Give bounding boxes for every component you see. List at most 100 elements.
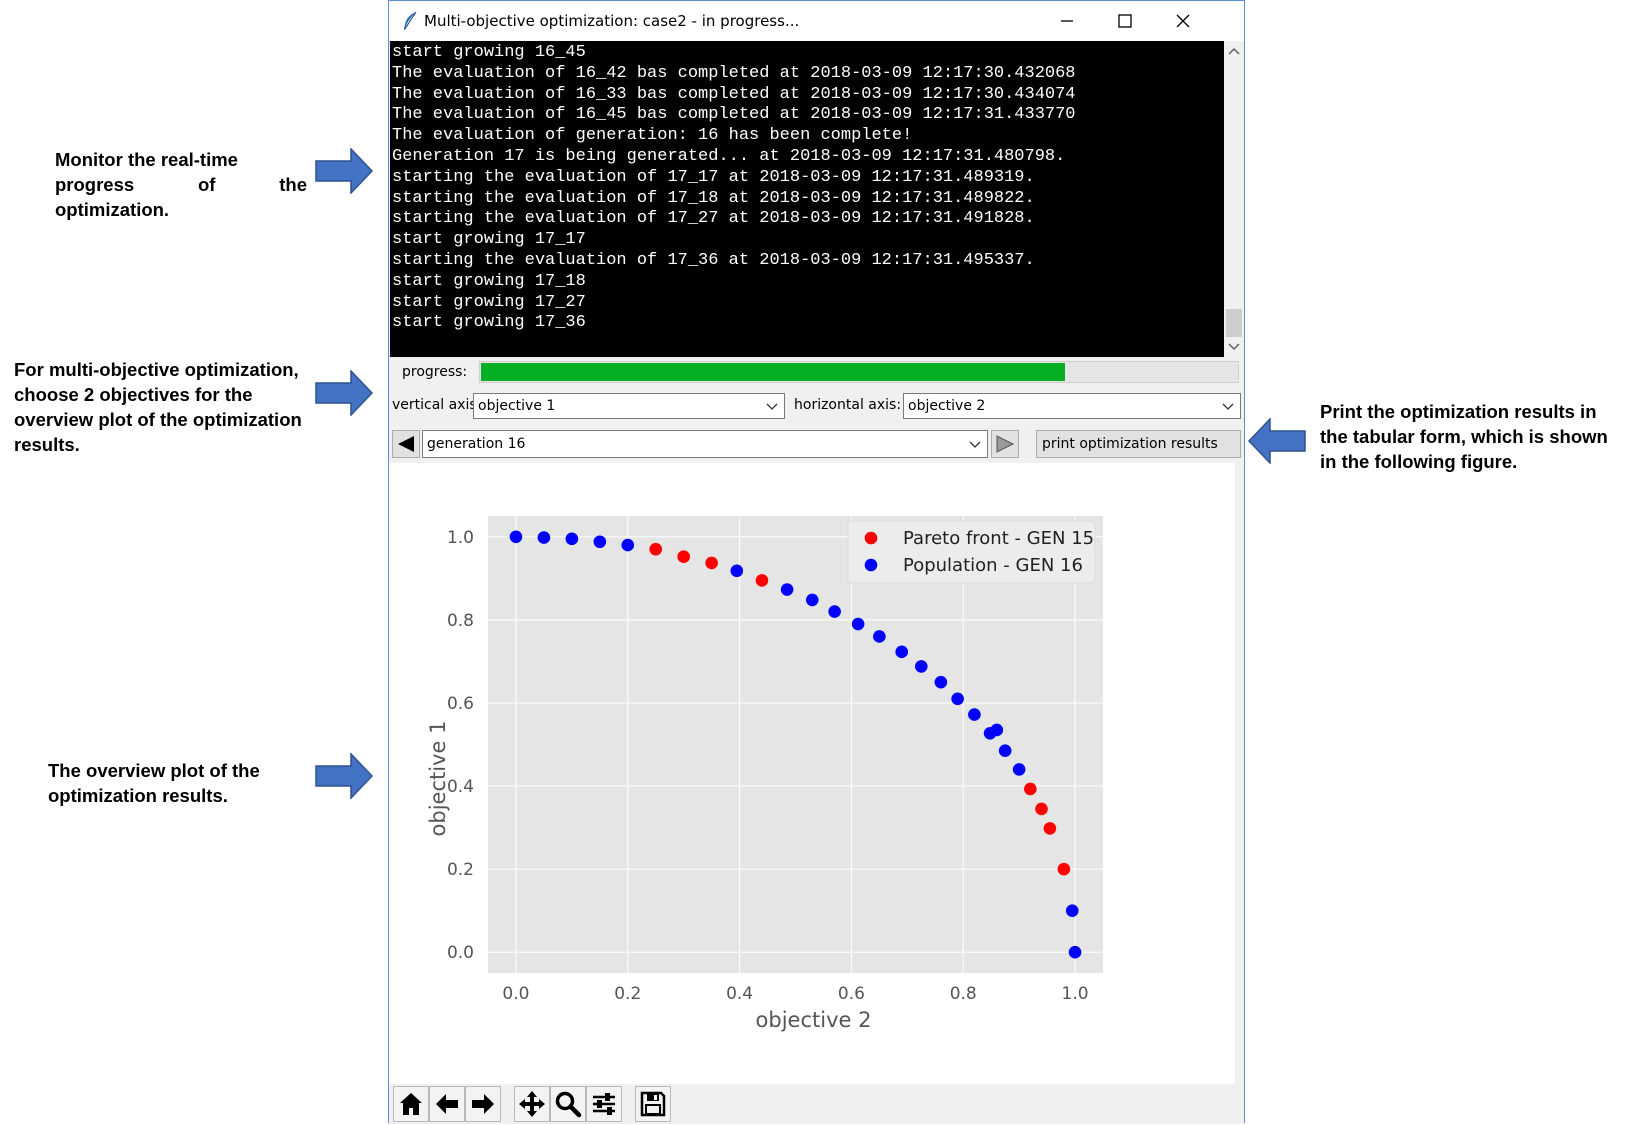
data-point	[1065, 904, 1079, 917]
home-button[interactable]	[393, 1086, 429, 1122]
x-axis-label: objective 2	[756, 1008, 872, 1032]
generation-value: generation 16	[427, 436, 526, 452]
next-icon	[996, 435, 1015, 453]
data-point	[895, 645, 909, 659]
next-generation-button[interactable]	[991, 430, 1019, 458]
window-title: Multi-objective optimization: case2 - in…	[424, 12, 800, 30]
prev-icon	[398, 436, 414, 452]
pan-icon	[519, 1091, 545, 1117]
annotation-line: choose 2 objectives for the	[14, 384, 253, 405]
progress-bar	[479, 361, 1239, 383]
console-line: The evaluation of generation: 16 has bee…	[392, 126, 913, 146]
chevron-down-icon	[766, 403, 778, 410]
vertical-axis-value: objective 1	[478, 398, 556, 414]
data-point	[1035, 802, 1048, 816]
vertical-axis-label: vertical axis:	[392, 397, 482, 413]
console-line: start growing 17_17	[392, 230, 586, 250]
horizontal-axis-select[interactable]: objective 2	[903, 393, 1241, 419]
data-point	[705, 556, 718, 570]
data-point	[1057, 862, 1071, 876]
arrow-right-icon	[315, 753, 373, 799]
zoom-icon	[555, 1091, 582, 1118]
minimize-button[interactable]	[1044, 7, 1090, 35]
console-line: starting the evaluation of 17_36 at 2018…	[392, 250, 1035, 270]
console-scrollbar[interactable]	[1224, 41, 1244, 357]
data-point	[780, 583, 794, 596]
arrow-right-icon	[315, 370, 373, 416]
annotation-line: in the following figure.	[1320, 451, 1518, 472]
prev-generation-button[interactable]	[392, 430, 420, 458]
legend-box	[847, 520, 1096, 584]
annotation-line: The overview plot of the	[48, 760, 260, 781]
console-line: start growing 17_27	[392, 292, 586, 312]
configure-icon	[593, 1093, 615, 1115]
data-point	[621, 538, 635, 552]
forward-button[interactable]	[465, 1086, 501, 1122]
maximize-button[interactable]	[1102, 7, 1148, 35]
data-point	[1043, 822, 1057, 835]
close-button[interactable]	[1160, 7, 1206, 35]
annotation-monitor: Monitor the real-time progress of the op…	[55, 147, 307, 222]
annotation-line: optimization results.	[48, 785, 228, 806]
data-point	[565, 532, 579, 546]
y-tick-label: 0.6	[447, 694, 474, 714]
plot-background	[488, 516, 1103, 973]
save-icon	[640, 1091, 666, 1117]
legend-label: Pareto front - GEN 15	[903, 528, 1094, 549]
vertical-axis-select[interactable]: objective 1	[473, 393, 785, 419]
console-line: starting the evaluation of 17_27 at 2018…	[392, 209, 1035, 229]
scatter-chart: 0.0 0.2 0.4 0.6 0.8 1.0 0.0 0.2 0.4 0.6 0.8 1.0 obje…	[426, 516, 1103, 1032]
pan-button[interactable]	[514, 1086, 550, 1122]
y-tick-label: 1.0	[447, 528, 474, 548]
data-point	[990, 723, 1004, 737]
close-icon	[1176, 14, 1190, 28]
progress-row: progress:	[389, 357, 1244, 387]
progress-label: progress:	[402, 364, 468, 380]
zoom-button[interactable]	[550, 1086, 586, 1122]
annotation-print: Print the optimization results in the ta…	[1320, 399, 1621, 474]
horizontal-axis-value: objective 2	[908, 398, 986, 414]
console-output[interactable]: start growing 16_45 The evaluation of 16…	[390, 41, 1224, 357]
console-line: start growing 17_18	[392, 271, 586, 291]
console-line: start growing 16_45	[392, 43, 586, 62]
scrollbar-thumb[interactable]	[1226, 309, 1242, 337]
data-point	[1024, 782, 1037, 796]
scroll-down-icon[interactable]	[1228, 343, 1240, 351]
y-tick-label: 0.2	[447, 860, 474, 880]
generation-select[interactable]: generation 16	[422, 430, 988, 458]
annotation-line: results.	[14, 434, 80, 455]
x-tick-label: 0.4	[726, 984, 753, 1004]
app-window: Multi-objective optimization: case2 - in…	[388, 0, 1245, 1124]
annotation-choose: For multi-objective optimization, choose…	[14, 357, 307, 457]
data-point	[828, 605, 841, 618]
x-tick-label: 0.0	[502, 984, 529, 1004]
plot-area: 0.0 0.2 0.4 0.6 0.8 1.0 0.0 0.2 0.4 0.6 0.8 1.0 obje…	[389, 463, 1235, 1084]
chevron-down-icon	[1222, 403, 1234, 410]
x-tick-label: 1.0	[1062, 984, 1089, 1004]
print-results-button[interactable]: print optimization results	[1036, 430, 1241, 458]
console-line: The evaluation of 16_42 bas completed at…	[392, 63, 1076, 83]
data-point	[649, 542, 663, 556]
arrow-right-icon	[315, 148, 373, 194]
configure-button[interactable]	[586, 1086, 622, 1122]
x-tick-label: 0.2	[614, 984, 641, 1004]
console-line: The evaluation of 16_45 bas completed at…	[392, 105, 1076, 125]
data-point	[537, 531, 551, 544]
console-line: starting the evaluation of 17_17 at 2018…	[392, 167, 1035, 187]
chevron-down-icon	[969, 441, 981, 448]
save-figure-button[interactable]	[635, 1086, 671, 1122]
y-tick-label: 0.4	[447, 777, 474, 797]
back-button[interactable]	[429, 1086, 465, 1122]
progress-fill	[481, 363, 1065, 381]
scroll-up-icon[interactable]	[1228, 47, 1240, 55]
data-point	[951, 692, 964, 706]
y-tick-label: 0.8	[447, 611, 474, 631]
arrow-left-icon	[1248, 418, 1306, 464]
console-line: starting the evaluation of 17_18 at 2018…	[392, 188, 1035, 208]
print-results-label: print optimization results	[1042, 436, 1218, 452]
back-icon	[436, 1094, 458, 1114]
data-point	[851, 617, 865, 631]
legend-label: Population - GEN 16	[903, 555, 1083, 576]
minimize-icon	[1061, 20, 1073, 22]
annotation-line: the tabular form, which is shown	[1320, 426, 1608, 447]
